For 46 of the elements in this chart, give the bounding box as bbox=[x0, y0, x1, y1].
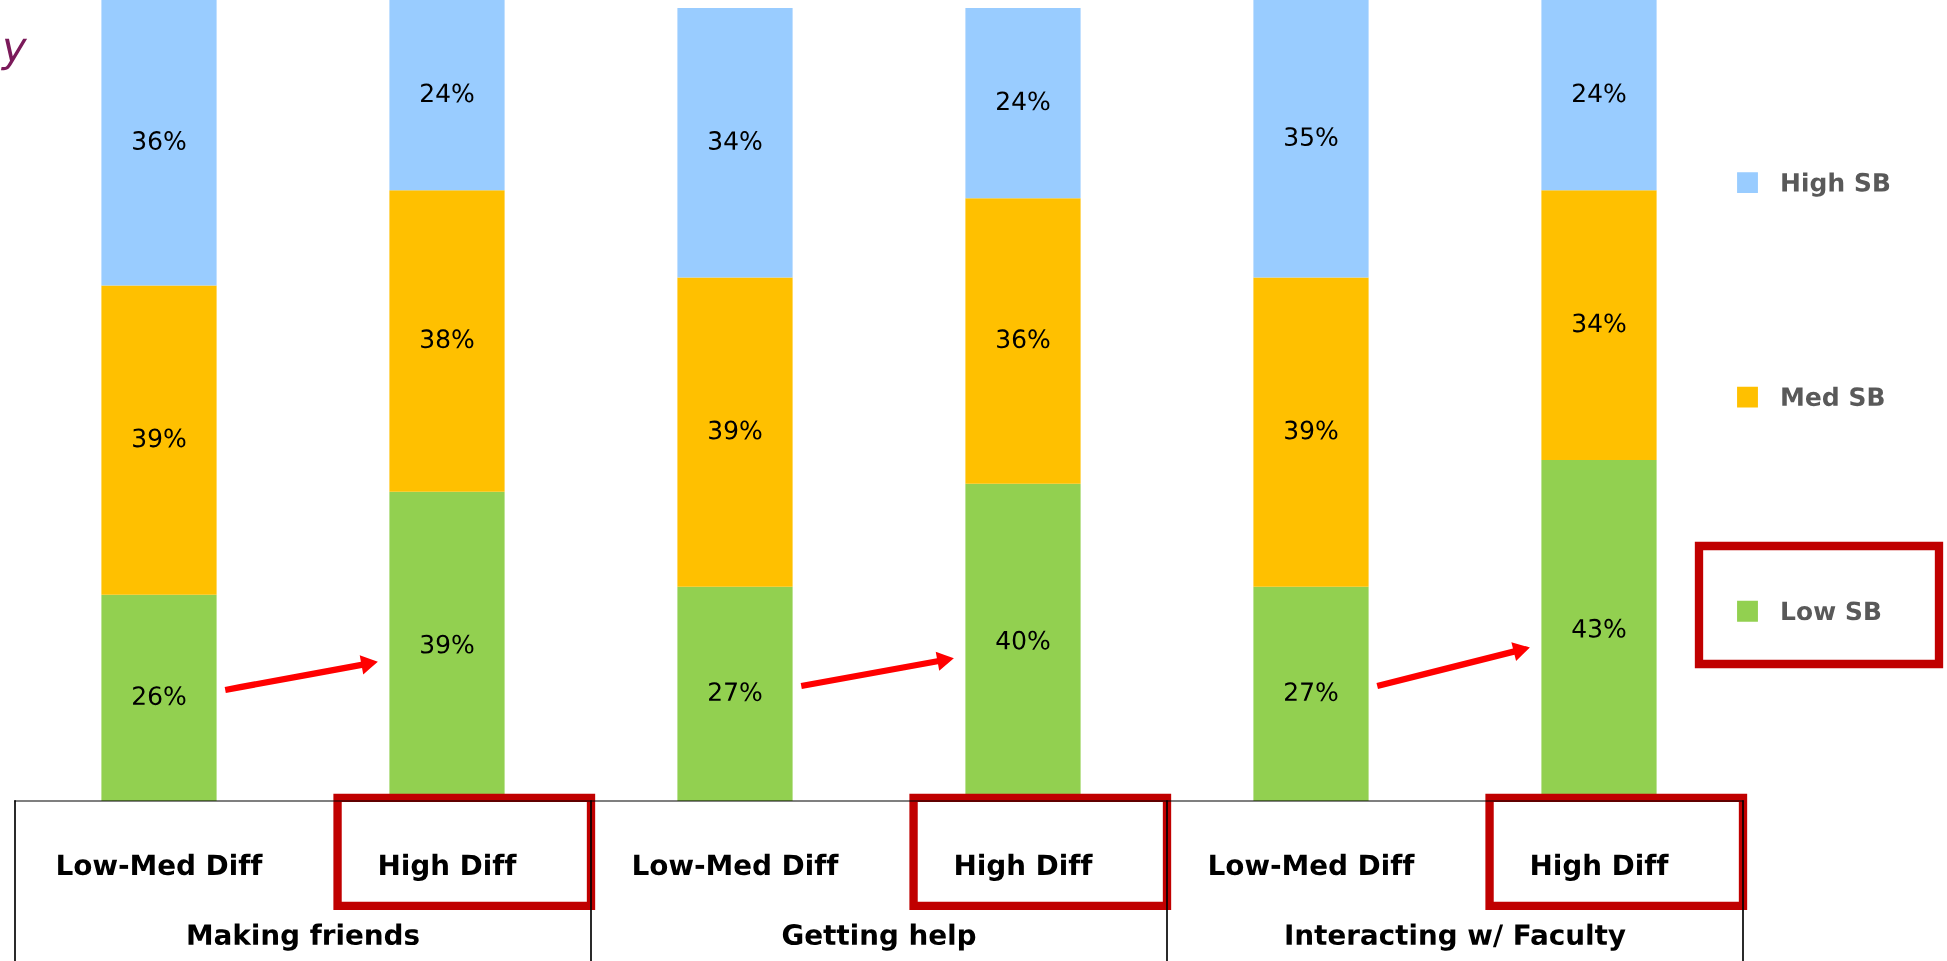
text: Getting help bbox=[782, 923, 976, 951]
bar bbox=[101, 285, 217, 595]
text: y bbox=[0, 38, 28, 71]
x-tick-label: Low-Med Diff bbox=[634, 853, 839, 876]
bar bbox=[1253, 586, 1369, 801]
data-label: 34% bbox=[709, 131, 762, 151]
bar bbox=[965, 198, 1081, 484]
bar bbox=[677, 277, 793, 587]
text: Interacting w/ Faculty bbox=[1286, 923, 1626, 951]
data-label: 39% bbox=[709, 420, 762, 440]
data-label: 27% bbox=[1285, 682, 1338, 702]
bar bbox=[101, 0, 217, 286]
x-tick-label: Low-Med Diff bbox=[1210, 853, 1415, 876]
data-label: 39% bbox=[421, 634, 474, 654]
bar bbox=[965, 7, 1081, 199]
data-label: 36% bbox=[997, 329, 1050, 349]
x-tick-label: High Diff bbox=[380, 853, 517, 881]
text: Making friends bbox=[188, 923, 419, 951]
data-label: 24% bbox=[997, 91, 1050, 111]
bar bbox=[1541, 0, 1657, 191]
legend-label: Low SB bbox=[1782, 601, 1881, 621]
bar bbox=[677, 7, 793, 278]
data-label: 39% bbox=[133, 428, 186, 448]
legend-label: Med SB bbox=[1782, 386, 1884, 407]
x-tick-label: High Diff bbox=[956, 853, 1093, 881]
bar bbox=[1253, 277, 1369, 587]
x-tick-label: High Diff bbox=[1532, 853, 1669, 881]
bar bbox=[389, 190, 505, 492]
data-label: 35% bbox=[1285, 127, 1338, 147]
data-label: 26% bbox=[133, 686, 186, 706]
data-label: 36% bbox=[133, 131, 186, 151]
legend-label: High SB bbox=[1782, 172, 1890, 197]
bar bbox=[677, 586, 793, 801]
data-label: 27% bbox=[709, 682, 762, 702]
data-label: 24% bbox=[1573, 83, 1626, 103]
data-label: 38% bbox=[421, 329, 474, 349]
data-label: 24% bbox=[421, 83, 474, 103]
x-tick-label: Low-Med Diff bbox=[58, 853, 263, 876]
data-label: 40% bbox=[996, 630, 1050, 650]
data-label: 39% bbox=[1285, 420, 1338, 440]
bar bbox=[1253, 0, 1369, 278]
bar bbox=[101, 594, 217, 801]
bar bbox=[1541, 190, 1657, 460]
data-label: 34% bbox=[1573, 313, 1626, 333]
bar bbox=[389, 0, 505, 191]
data-label: 43% bbox=[1572, 618, 1626, 638]
